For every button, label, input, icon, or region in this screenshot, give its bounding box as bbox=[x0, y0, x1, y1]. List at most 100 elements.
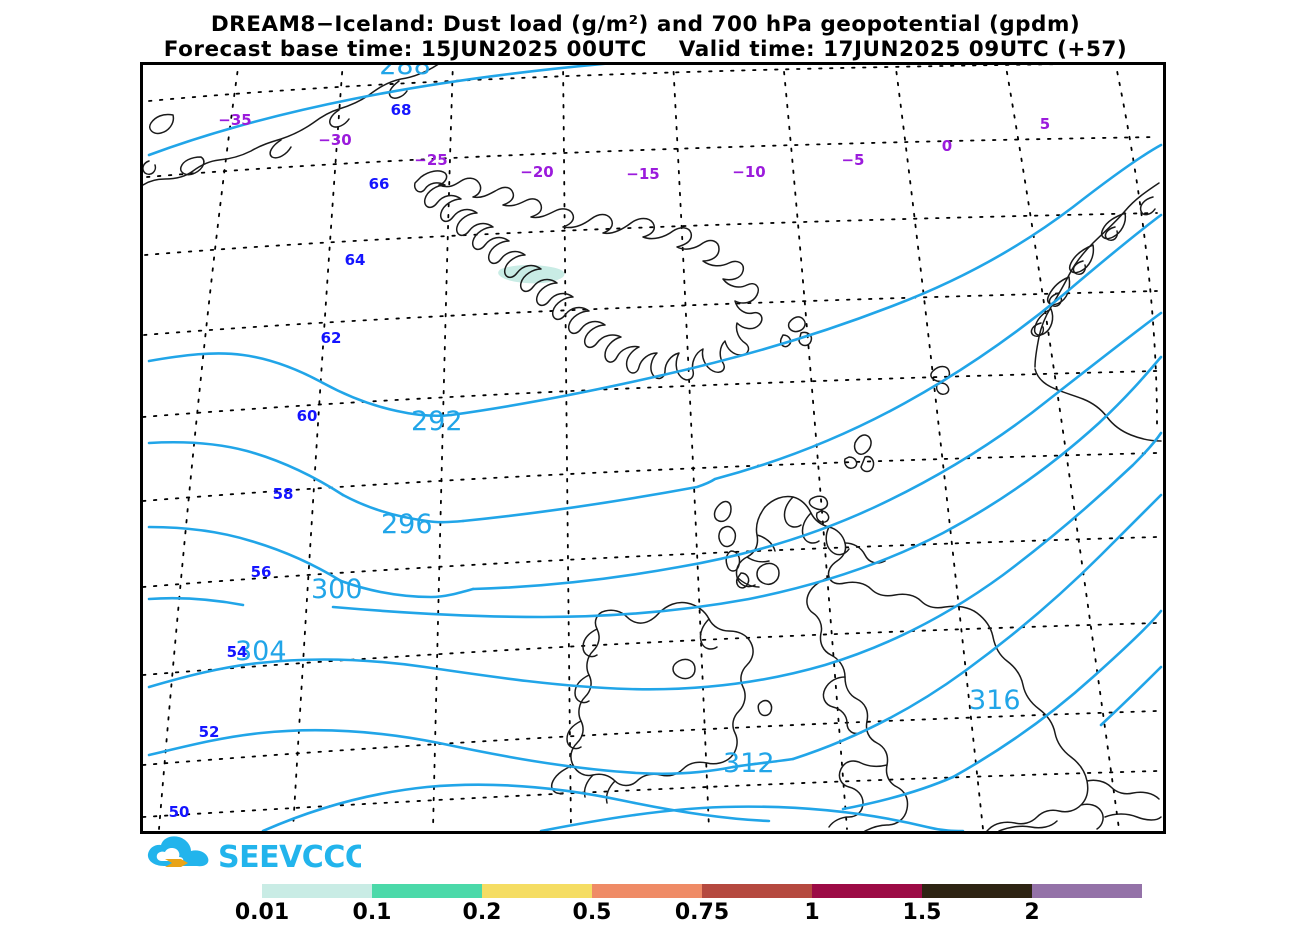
colorbar-tick-1.5: 1.5 bbox=[902, 900, 942, 925]
lat-label-58: 58 bbox=[273, 485, 294, 503]
contour-320b bbox=[1099, 665, 1163, 727]
colorbar-tick-0.75: 0.75 bbox=[674, 900, 730, 925]
lon-label-m20: −20 bbox=[520, 163, 553, 181]
longitude-labels: −35 −30 −25 −20 −15 −10 −5 0 5 bbox=[218, 111, 1050, 183]
lon-label-m5: −5 bbox=[841, 151, 864, 169]
lat-label-64: 64 bbox=[345, 251, 366, 269]
coast-france-north bbox=[1104, 813, 1162, 821]
coast-greenland bbox=[143, 65, 439, 186]
contour-308 bbox=[147, 431, 1163, 691]
contour-320 bbox=[539, 805, 965, 831]
coast-small-isle-north-2 bbox=[935, 382, 950, 396]
contour-label-304: 304 bbox=[235, 636, 287, 667]
contour-label-312: 312 bbox=[723, 748, 775, 779]
contour-292-mid bbox=[321, 381, 453, 418]
contour-316-mid bbox=[841, 775, 955, 811]
colorbar-segment-5 bbox=[812, 884, 922, 898]
contour-label-296: 296 bbox=[381, 509, 433, 540]
colorbar-segment-7 bbox=[1032, 884, 1142, 898]
coast-greenland-isle-1 bbox=[149, 113, 175, 135]
coast-norway-isles bbox=[1139, 196, 1156, 216]
graticule-parallels bbox=[143, 65, 1158, 818]
coast-norway-isles-3 bbox=[1072, 260, 1087, 276]
colorbar-tick-0.01: 0.01 bbox=[234, 900, 290, 925]
coast-skye bbox=[756, 562, 780, 585]
coast-iceland bbox=[413, 170, 763, 381]
lat-label-68: 68 bbox=[391, 101, 412, 119]
contour-296-right bbox=[461, 213, 1163, 523]
coast-great-britain bbox=[764, 495, 1160, 831]
latitude-labels: 68 66 64 62 60 58 56 54 52 50 bbox=[169, 101, 412, 821]
lon-label-m15: −15 bbox=[626, 165, 659, 183]
contour-292-right bbox=[449, 143, 1163, 417]
coast-shetland-2 bbox=[860, 455, 875, 473]
contour-300-left bbox=[147, 525, 343, 583]
coast-ireland-sw bbox=[551, 764, 616, 804]
title-line-2: Forecast base time: 15JUN2025 00UTC Vali… bbox=[163, 37, 1128, 62]
map-svg: 288 292 296 300 304 312 316 68 66 64 62 … bbox=[143, 65, 1163, 831]
contour-304-right bbox=[331, 355, 1163, 619]
coast-norway-fjord-1 bbox=[1101, 212, 1127, 240]
page-title: DREAM8−Iceland: Dust load (g/m²) and 700… bbox=[0, 12, 1291, 62]
lat-label-56: 56 bbox=[251, 563, 272, 581]
coast-gb-cornwall bbox=[828, 760, 888, 828]
coast-ireland-west-bays bbox=[566, 628, 598, 750]
coast-faroe-islands bbox=[787, 316, 806, 333]
lon-label-m25: −25 bbox=[414, 151, 447, 169]
coast-norway-fjord-2 bbox=[1069, 244, 1095, 274]
coast-scotland-west-lochs bbox=[735, 506, 776, 588]
geopotential-contours bbox=[147, 65, 1163, 831]
contour-312-right bbox=[791, 493, 1163, 761]
contour-300-right bbox=[471, 311, 1163, 591]
contour-label-292: 292 bbox=[411, 406, 463, 437]
lon-label-m10: −10 bbox=[732, 163, 765, 181]
coast-ireland bbox=[570, 601, 754, 787]
colorbar-tick-labels: 0.01 0.1 0.2 0.5 0.75 1 1.5 2 bbox=[0, 900, 1291, 928]
contour-312-mid bbox=[731, 757, 795, 769]
contour-label-316: 316 bbox=[969, 685, 1021, 716]
coast-ireland-inner-lough bbox=[672, 658, 696, 680]
colorbar-segment-1 bbox=[372, 884, 482, 898]
contour-296-left bbox=[147, 440, 345, 497]
coast-norway-isles-5 bbox=[1030, 322, 1045, 338]
colorbar-segment-3 bbox=[592, 884, 702, 898]
colorbar-segment-2 bbox=[482, 884, 592, 898]
lon-label-m30: −30 bbox=[318, 131, 351, 149]
lat-label-66: 66 bbox=[369, 175, 390, 193]
lat-label-50: 50 bbox=[169, 803, 190, 821]
colorbar-tick-2: 2 bbox=[1024, 900, 1040, 925]
coast-gb-wales bbox=[822, 676, 862, 735]
coast-norway-fjord-4 bbox=[1033, 308, 1054, 336]
map-canvas[interactable]: 288 292 296 300 304 312 316 68 66 64 62 … bbox=[140, 62, 1166, 834]
coast-shetland-3 bbox=[843, 456, 858, 470]
contour-label-300: 300 bbox=[311, 574, 363, 605]
contour-label-288: 288 bbox=[379, 65, 431, 81]
coast-greenland-isle-3 bbox=[143, 160, 157, 176]
contour-316-left bbox=[261, 783, 771, 831]
contour-292-left bbox=[147, 352, 325, 385]
lon-label-m35: −35 bbox=[218, 111, 251, 129]
coast-gb-west-lowland bbox=[806, 576, 909, 831]
coast-norway bbox=[1034, 182, 1160, 368]
seevccc-logo-svg: SEEVCCC bbox=[147, 836, 367, 875]
colorbar-swatches[interactable] bbox=[262, 884, 1142, 898]
coast-greenland-inlet-1 bbox=[388, 80, 408, 99]
coast-orkney bbox=[808, 495, 829, 511]
contour-296-mid bbox=[341, 493, 465, 524]
coast-greenland-isle-2 bbox=[179, 156, 205, 176]
coastlines bbox=[143, 65, 1162, 831]
coast-outer-hebrides bbox=[713, 500, 732, 523]
cloud-icon bbox=[147, 836, 209, 867]
coast-brittany bbox=[998, 820, 1058, 831]
colorbar-tick-0.2: 0.2 bbox=[462, 900, 502, 925]
seevccc-logo: SEEVCCC bbox=[146, 836, 367, 876]
coast-greenland-inlet-2 bbox=[329, 109, 350, 128]
colorbar-tick-1: 1 bbox=[804, 900, 820, 925]
coast-outer-hebrides-2 bbox=[718, 525, 737, 548]
colorbar-segment-6 bbox=[922, 884, 1032, 898]
lat-label-52: 52 bbox=[199, 723, 220, 741]
lat-label-54: 54 bbox=[227, 643, 248, 661]
lat-label-60: 60 bbox=[297, 407, 318, 425]
coast-faroe-islands-3 bbox=[779, 334, 792, 348]
title-line-1: DREAM8−Iceland: Dust load (g/m²) and 700… bbox=[210, 12, 1081, 37]
